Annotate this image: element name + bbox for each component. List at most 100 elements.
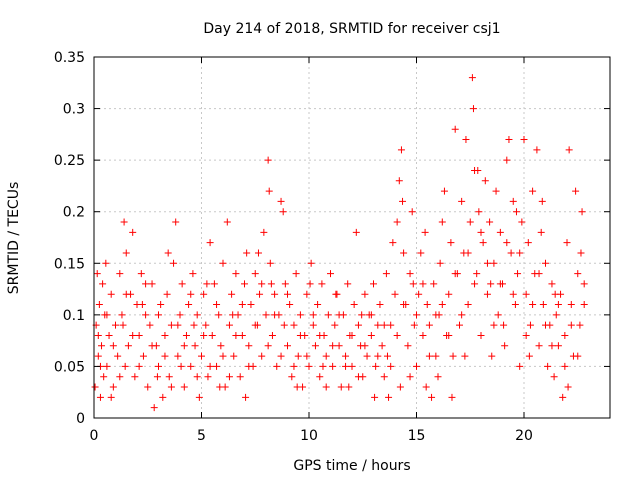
data-point [361, 290, 369, 298]
data-point [447, 239, 455, 247]
data-point [230, 352, 238, 360]
data-point [182, 331, 190, 339]
y-axis-label: SRMTID / TECUs [6, 182, 22, 295]
data-point [425, 321, 433, 329]
data-point [155, 311, 162, 319]
data-point [232, 270, 240, 278]
x-tick-label: 10 [300, 428, 318, 444]
data-point [539, 301, 547, 309]
data-point [206, 239, 214, 247]
data-point [159, 393, 167, 401]
data-point [567, 301, 575, 309]
data-point [153, 373, 161, 381]
data-point [121, 362, 129, 370]
data-point [380, 373, 388, 381]
data-point [507, 249, 515, 257]
data-point [258, 352, 266, 360]
data-point [216, 383, 224, 391]
data-point [554, 301, 562, 309]
data-point [118, 311, 126, 319]
data-point [120, 218, 128, 226]
data-point [172, 218, 180, 226]
data-point [245, 362, 253, 370]
data-point [501, 342, 509, 350]
data-point [122, 249, 130, 257]
data-point [251, 321, 259, 329]
y-tick-label: 0.25 [54, 153, 85, 169]
data-point [378, 342, 386, 350]
data-point [434, 373, 442, 381]
data-point [496, 228, 504, 236]
data-point [292, 270, 300, 278]
data-point [170, 259, 178, 267]
chart-title: Day 214 of 2018, SRMTID for receiver csj… [203, 21, 500, 37]
data-point [316, 331, 324, 339]
data-point [417, 249, 425, 257]
data-point [332, 290, 340, 298]
data-point [238, 331, 246, 339]
data-point [413, 362, 420, 370]
data-point [103, 362, 111, 370]
data-point [294, 352, 302, 360]
data-point [376, 301, 384, 309]
data-point [161, 331, 169, 339]
data-point [241, 280, 248, 288]
data-point [432, 352, 440, 360]
data-point [486, 218, 494, 226]
data-point [574, 270, 582, 278]
data-point [335, 342, 343, 350]
data-point [461, 352, 469, 360]
data-point [464, 249, 472, 257]
data-point [564, 383, 572, 391]
data-point [116, 373, 124, 381]
plot-frame [93, 56, 611, 419]
data-point [251, 270, 259, 278]
data-point [200, 290, 208, 298]
data-point [387, 362, 395, 370]
data-point [206, 362, 214, 370]
data-point [135, 362, 143, 370]
data-point [122, 290, 130, 298]
data-point [180, 383, 188, 391]
data-point [254, 249, 262, 257]
data-point [389, 239, 397, 247]
data-point [533, 146, 541, 154]
data-point [367, 331, 375, 339]
data-point [329, 342, 337, 350]
data-point [449, 352, 457, 360]
data-point [352, 228, 360, 236]
data-point [348, 362, 356, 370]
data-point [109, 383, 117, 391]
data-point [279, 208, 287, 216]
data-point [303, 290, 311, 298]
data-point [213, 362, 221, 370]
data-point [316, 373, 324, 381]
data-point [458, 197, 466, 205]
data-point [342, 352, 350, 360]
data-point [232, 331, 240, 339]
data-point [415, 290, 423, 298]
data-point [400, 249, 408, 257]
data-point [387, 321, 395, 329]
data-point [345, 383, 353, 391]
data-point [174, 352, 182, 360]
y-tick-label: 0 [76, 411, 85, 427]
data-point [242, 393, 250, 401]
data-point [311, 342, 319, 350]
data-point [518, 218, 526, 226]
x-tick-label: 15 [408, 428, 426, 444]
data-point [191, 342, 199, 350]
data-point [475, 208, 483, 216]
data-point [94, 331, 102, 339]
data-point [213, 301, 221, 309]
y-tick-label: 0.2 [63, 205, 85, 221]
data-point [262, 311, 270, 319]
data-point [105, 331, 113, 339]
y-tick-label: 0.05 [54, 359, 85, 375]
data-point [277, 352, 285, 360]
data-point [358, 311, 366, 319]
data-point [146, 321, 154, 329]
data-point [167, 321, 175, 329]
data-point [284, 290, 291, 298]
data-point [500, 321, 508, 329]
